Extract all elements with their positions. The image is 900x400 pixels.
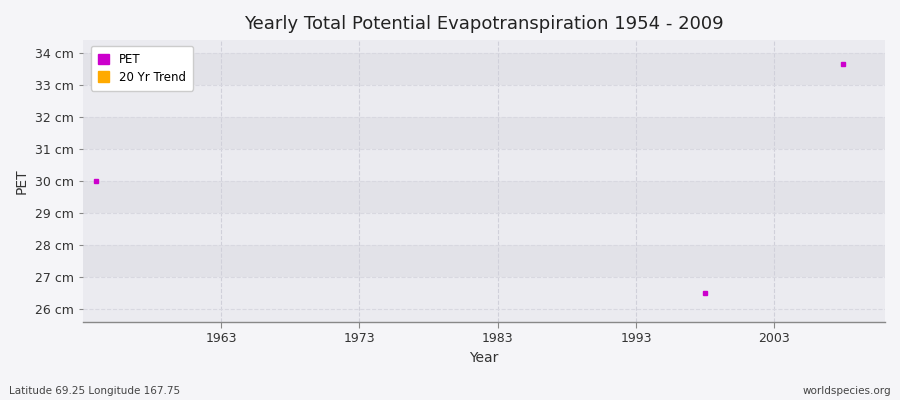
X-axis label: Year: Year	[469, 351, 499, 365]
Bar	[83, 117, 885, 149]
Text: Latitude 69.25 Longitude 167.75: Latitude 69.25 Longitude 167.75	[9, 386, 180, 396]
Bar	[83, 53, 885, 85]
Y-axis label: PET: PET	[15, 168, 29, 194]
Bar	[83, 85, 885, 117]
Bar	[83, 149, 885, 181]
Text: worldspecies.org: worldspecies.org	[803, 386, 891, 396]
Title: Yearly Total Potential Evapotranspiration 1954 - 2009: Yearly Total Potential Evapotranspiratio…	[244, 15, 724, 33]
Bar	[83, 181, 885, 213]
Bar	[83, 213, 885, 245]
Bar	[83, 245, 885, 277]
Legend: PET, 20 Yr Trend: PET, 20 Yr Trend	[91, 46, 193, 91]
Bar	[83, 277, 885, 309]
